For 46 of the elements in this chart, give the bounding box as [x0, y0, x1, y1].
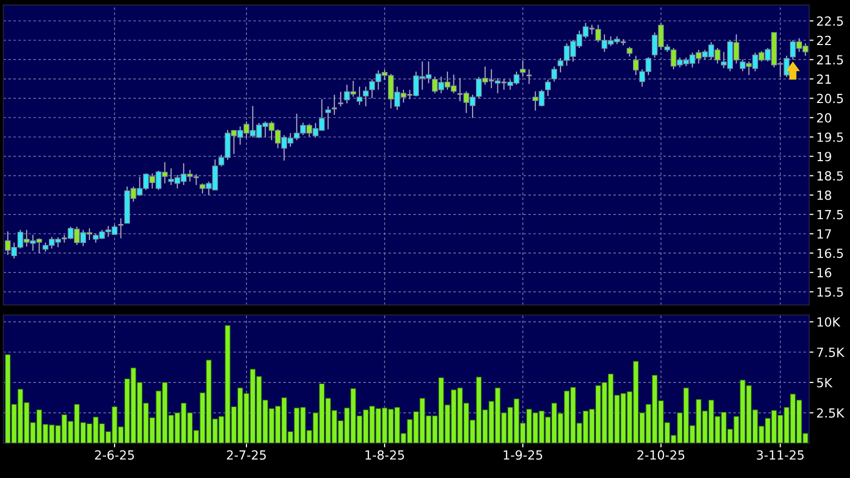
x-tick-label: 2-6-25: [95, 450, 134, 460]
candlestick: [626, 46, 632, 58]
y-tick-label: 18.5: [818, 171, 843, 181]
x-tick-label: 2-7-25: [226, 450, 266, 460]
y-tick-label: 16: [818, 268, 832, 278]
candlestick: [356, 86, 362, 106]
candlestick: [551, 66, 558, 82]
candlestick: [558, 57, 564, 73]
candlestick: [118, 218, 124, 239]
y-tick-label: 20.5: [817, 94, 843, 104]
y-tick-label: 19: [818, 152, 832, 162]
candlestick: [456, 78, 464, 102]
candlestick: [588, 24, 596, 35]
y-tick-label: 17: [818, 229, 831, 238]
y-tick-label: 21.5: [817, 55, 843, 65]
candlestick: [325, 106, 331, 130]
y-tick-label: 20: [817, 113, 832, 123]
candlestick: [488, 68, 495, 89]
candlestick: [520, 60, 526, 78]
y-tick-label: 18: [818, 190, 832, 200]
candlestick: [500, 78, 508, 90]
x-tick-label: 3-11-25: [756, 450, 804, 460]
candlestick: [494, 78, 501, 94]
candlestick: [337, 91, 344, 107]
x-tick-label: 1-9-25: [504, 450, 542, 460]
x-tick-label: 1-8-25: [366, 450, 404, 460]
y-tick-label: 22.5: [817, 16, 843, 26]
y-tick-label: 22: [817, 36, 831, 45]
candlestick: [632, 55, 639, 76]
y-tick-label: 21: [817, 74, 831, 84]
candlestick: [620, 38, 627, 46]
candlestick: [331, 94, 338, 116]
candlestick: [545, 79, 551, 97]
candlestick: [192, 174, 200, 186]
y-tick-label: 10K: [818, 317, 841, 327]
candlestick: [526, 68, 532, 85]
y-tick-label: 17.5: [818, 210, 843, 220]
candlestick: [406, 89, 414, 100]
y-tick-label: 5K: [817, 378, 833, 388]
y-tick-label: 16.5: [818, 248, 843, 258]
y-tick-label: 7.5K: [817, 348, 844, 358]
x-tick-label: 2-10-25: [638, 450, 684, 460]
candlestick: [362, 86, 369, 107]
y-tick-label: 2.5K: [817, 408, 844, 418]
y-tick-label: 19.5: [818, 132, 843, 142]
y-tick-label: 15.5: [818, 287, 843, 297]
